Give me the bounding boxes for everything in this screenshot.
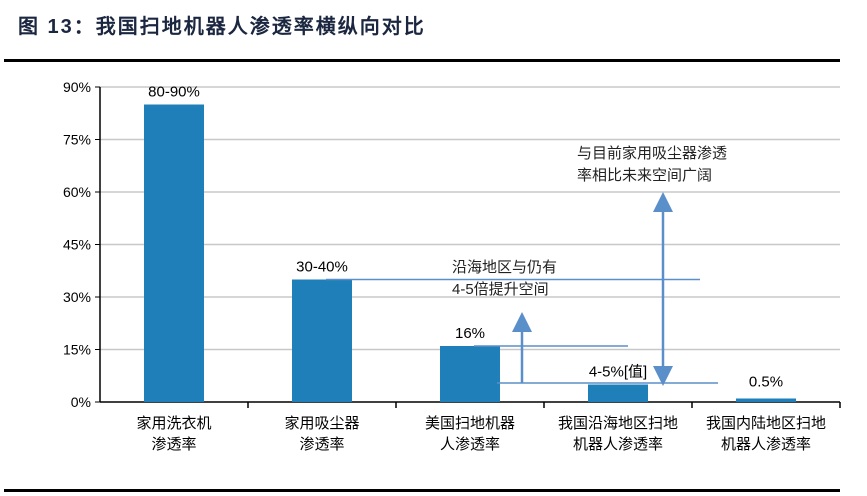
x-tick-label: 人渗透率 — [440, 436, 500, 453]
annotation-text: 沿海地区与仍有 — [452, 259, 557, 276]
top-rule — [4, 59, 840, 62]
bar — [440, 346, 500, 402]
x-tick-label: 渗透率 — [299, 436, 344, 453]
x-tick-label: 美国扫地机器 — [425, 415, 515, 432]
x-tick-label: 我国内陆地区扫地 — [706, 415, 826, 432]
bar — [144, 104, 204, 402]
data-label: 16% — [455, 325, 485, 342]
y-tick-label: 60% — [63, 184, 91, 200]
x-tick-label: 家用洗衣机 — [136, 415, 211, 432]
figure-title: 图 13：我国扫地机器人渗透率横纵向对比 — [18, 16, 426, 38]
data-label: 4-5%[值] — [589, 364, 647, 381]
y-tick-label: 45% — [63, 237, 91, 253]
y-tick-label: 15% — [63, 342, 91, 358]
annotation-text: 4-5倍提升空间 — [452, 281, 549, 298]
y-tick-label: 0% — [71, 394, 91, 410]
x-tick-label: 机器人渗透率 — [721, 436, 811, 453]
annotation-text: 率相比未来空间广阔 — [577, 167, 712, 184]
annotation-text: 与目前家用吸尘器渗透 — [577, 145, 727, 162]
x-tick-label: 家用吸尘器 — [284, 415, 359, 432]
y-tick-label: 75% — [63, 132, 91, 148]
data-label: 0.5% — [749, 374, 783, 391]
data-label: 80-90% — [148, 84, 200, 101]
x-tick-label: 渗透率 — [151, 436, 196, 453]
y-tick-label: 30% — [63, 289, 91, 305]
x-tick-label: 机器人渗透率 — [573, 436, 663, 453]
y-tick-label: 90% — [63, 79, 91, 95]
bar — [736, 398, 796, 402]
x-tick-label: 我国沿海地区扫地 — [558, 415, 678, 432]
bar — [588, 384, 648, 402]
bottom-rule — [4, 489, 840, 492]
data-label: 30-40% — [296, 259, 348, 276]
bar — [292, 279, 352, 402]
